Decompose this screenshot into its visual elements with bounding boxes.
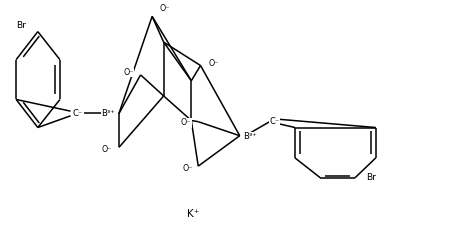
Text: O⁻: O⁻ [208, 59, 219, 68]
Text: O⁻: O⁻ [181, 118, 191, 127]
Text: K⁺: K⁺ [188, 209, 200, 219]
Text: C⁻: C⁻ [72, 109, 83, 118]
Text: Br: Br [17, 21, 26, 30]
Text: Br: Br [366, 173, 376, 182]
Text: B³⁺: B³⁺ [243, 132, 257, 141]
Text: O⁻: O⁻ [101, 145, 112, 154]
Text: O⁻: O⁻ [159, 4, 170, 13]
Text: O⁻: O⁻ [182, 165, 193, 173]
Text: C⁻: C⁻ [269, 117, 279, 126]
Text: B³⁺: B³⁺ [101, 109, 115, 118]
Text: O⁻: O⁻ [123, 68, 134, 77]
